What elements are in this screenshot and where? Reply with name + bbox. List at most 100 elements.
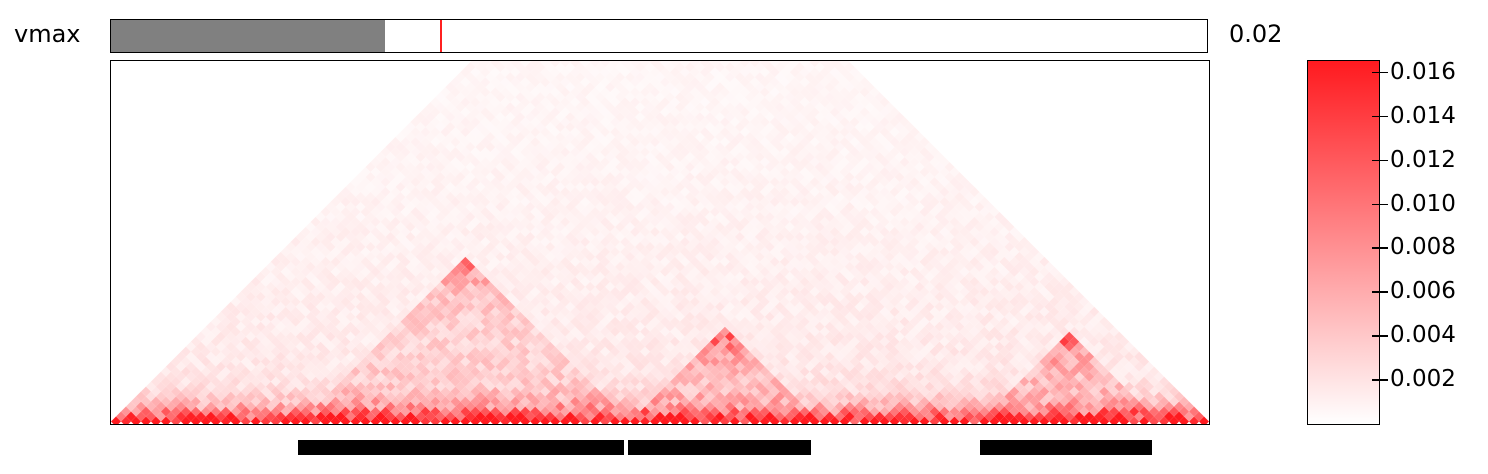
heatmap-cell bbox=[315, 341, 326, 352]
heatmap-cell bbox=[769, 406, 780, 417]
heatmap-cell bbox=[475, 301, 486, 312]
heatmap-cell bbox=[989, 386, 1000, 397]
heatmap-cell bbox=[944, 301, 955, 312]
heatmap-cell bbox=[660, 326, 670, 337]
heatmap-cell bbox=[959, 286, 970, 297]
heatmap-cell bbox=[205, 391, 216, 402]
heatmap-cell bbox=[719, 147, 730, 157]
heatmap-cell bbox=[819, 216, 830, 227]
heatmap-cell bbox=[540, 226, 551, 237]
heatmap-cell bbox=[335, 261, 346, 272]
heatmap-cell bbox=[744, 211, 755, 222]
heatmap-cell bbox=[709, 127, 720, 138]
heatmap-cell bbox=[410, 396, 421, 407]
heatmap-cell bbox=[420, 296, 431, 307]
heatmap-cell bbox=[784, 391, 795, 402]
heatmap-cell bbox=[689, 276, 700, 287]
heatmap-cell bbox=[290, 256, 301, 267]
heatmap-cell bbox=[355, 201, 366, 212]
heatmap-cell bbox=[994, 361, 1005, 372]
heatmap-cell bbox=[689, 186, 700, 197]
heatmap-cell bbox=[874, 411, 885, 422]
heatmap-cell bbox=[944, 251, 955, 262]
heatmap-cell bbox=[305, 341, 316, 352]
heatmap-cell bbox=[655, 122, 665, 133]
heatmap-cell bbox=[869, 107, 880, 118]
heatmap-cell bbox=[370, 226, 381, 237]
heatmap-cell bbox=[839, 286, 850, 297]
heatmap-cell bbox=[605, 211, 616, 222]
heatmap-cell bbox=[635, 321, 646, 332]
heatmap-cell bbox=[295, 351, 306, 362]
heatmap-cell bbox=[829, 256, 840, 267]
heatmap-cell bbox=[869, 376, 880, 387]
heatmap-cell bbox=[759, 356, 770, 367]
heatmap-cell bbox=[744, 181, 755, 192]
heatmap-cell bbox=[784, 191, 795, 202]
heatmap-cell bbox=[530, 226, 541, 237]
heatmap-cell bbox=[839, 336, 850, 347]
heatmap-cell bbox=[784, 122, 795, 133]
heatmap-cell bbox=[635, 151, 646, 162]
heatmap-cell bbox=[1094, 411, 1105, 422]
heatmap-cell bbox=[839, 166, 850, 177]
heatmap-cell bbox=[275, 331, 286, 342]
heatmap-cell bbox=[914, 331, 925, 342]
heatmap-cell bbox=[844, 381, 855, 392]
heatmap-cell bbox=[849, 196, 860, 207]
heatmap-cell bbox=[989, 376, 1000, 387]
heatmap-cell bbox=[1039, 406, 1050, 417]
heatmap-cell bbox=[625, 142, 636, 152]
heatmap-cell bbox=[275, 411, 286, 422]
heatmap-cell bbox=[400, 226, 411, 237]
heatmap-cell bbox=[1039, 316, 1050, 327]
vmax-slider[interactable] bbox=[110, 19, 1208, 53]
heatmap-cell bbox=[520, 246, 531, 257]
heatmap-cell bbox=[645, 261, 656, 272]
heatmap-cell bbox=[959, 316, 970, 327]
heatmap-cell bbox=[969, 416, 980, 424]
heatmap-cell bbox=[1004, 301, 1015, 312]
heatmap-cell bbox=[310, 226, 321, 237]
heatmap-cell bbox=[655, 341, 665, 352]
heatmap-cell bbox=[320, 216, 331, 227]
heatmap-cell bbox=[475, 251, 486, 262]
heatmap-cell bbox=[1139, 396, 1150, 407]
heatmap-cell bbox=[709, 226, 720, 237]
heatmap-cell bbox=[650, 286, 660, 297]
heatmap-cell bbox=[455, 142, 466, 152]
heatmap-cell bbox=[440, 226, 451, 237]
heatmap-cell bbox=[919, 416, 930, 424]
heatmap-cell bbox=[1084, 311, 1095, 322]
heatmap-cell bbox=[565, 251, 576, 262]
heatmap-cell bbox=[959, 386, 970, 397]
heatmap-cell bbox=[370, 176, 381, 187]
heatmap-cell bbox=[485, 311, 496, 322]
heatmap-cell bbox=[520, 117, 531, 128]
heatmap-cell bbox=[784, 142, 795, 152]
vmax-slider-marker[interactable] bbox=[439, 20, 442, 52]
heatmap-cell bbox=[844, 331, 855, 342]
heatmap-cell bbox=[764, 411, 775, 422]
heatmap-cell bbox=[1054, 411, 1065, 422]
heatmap-cell bbox=[849, 396, 860, 407]
heatmap-cell bbox=[525, 181, 536, 192]
heatmap-cell bbox=[784, 261, 795, 272]
heatmap-cell bbox=[575, 291, 586, 302]
heatmap-cell bbox=[849, 366, 860, 377]
heatmap-cell bbox=[909, 406, 920, 417]
heatmap-cell bbox=[520, 306, 531, 317]
heatmap-cell bbox=[964, 191, 975, 202]
heatmap-cell bbox=[555, 211, 566, 222]
heatmap-cell bbox=[909, 147, 920, 157]
heatmap-cell bbox=[899, 266, 910, 277]
heatmap-cell bbox=[734, 281, 745, 292]
heatmap-cell bbox=[415, 112, 426, 123]
heatmap-cell bbox=[630, 346, 641, 357]
heatmap-cell bbox=[160, 406, 171, 417]
heatmap-cell bbox=[779, 256, 790, 267]
heatmap-cell bbox=[684, 271, 695, 282]
heatmap-cell bbox=[824, 201, 835, 212]
heatmap-cell bbox=[824, 161, 835, 172]
heatmap-cell bbox=[719, 246, 730, 257]
